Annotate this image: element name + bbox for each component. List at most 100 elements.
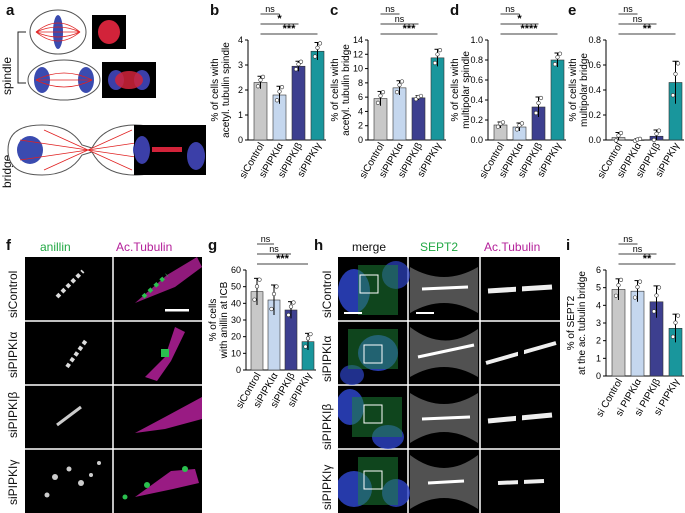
y-tick-label: 2 (358, 121, 363, 131)
significance-label: *** (283, 23, 297, 35)
significance-label: ns (633, 14, 643, 24)
replicate-point (654, 131, 659, 136)
replicate-point (315, 45, 320, 50)
replicate-point (255, 84, 261, 89)
panel-letter-h: h (314, 237, 324, 254)
replicate-point (519, 121, 525, 126)
bar (630, 290, 645, 377)
y-axis-label: % of cells (208, 299, 219, 342)
replicate-point (399, 79, 405, 84)
significance-label: ns (623, 236, 633, 244)
y-axis-label: acetyl. tubulin spindle (221, 42, 232, 138)
y-tick-label: 0 (358, 135, 363, 145)
replicate-point (656, 285, 662, 290)
y-tick-label: 0 (596, 371, 601, 381)
panel-letter-g: g (208, 237, 218, 254)
replicate-point (303, 344, 308, 349)
y-axis-label: multipolar spindle (461, 51, 472, 129)
replicate-point (437, 48, 443, 53)
replicate-point (279, 85, 285, 90)
replicate-point (533, 110, 539, 116)
y-axis-label: multipolar bridge (579, 53, 590, 127)
chart-c: 0 2 4 6 8 10 12 14 % of cells with acetyl. tubuli… (330, 4, 446, 181)
y-tick-label: 0.0 (588, 135, 601, 145)
significance-label: ns (261, 236, 271, 244)
replicate-point (375, 100, 381, 105)
y-tick-label: 0.4 (588, 85, 601, 95)
replicate-point (616, 283, 621, 288)
panel-letter-f: f (6, 237, 11, 254)
y-tick-label: 0.6 (588, 60, 601, 70)
replicate-point (651, 309, 657, 314)
chart-i: 0 1 2 3 4 5 6 % of SEPT2 at the ac. tubulin brid… (566, 236, 684, 419)
replicate-point (378, 93, 383, 98)
replicate-point (632, 295, 638, 300)
significance-label: *** (276, 253, 290, 265)
bar (392, 87, 407, 141)
replicate-point (654, 293, 659, 298)
replicate-point (555, 55, 560, 60)
chart-e: 0.0 0.2 0.4 0.6 0.8 % of cells with multipolar… (568, 4, 684, 181)
replicate-point (286, 312, 291, 318)
y-tick-label: 0.0 (470, 135, 483, 145)
replicate-point (254, 284, 260, 289)
replicate-point (380, 90, 386, 95)
panel-letter-e: e (568, 2, 577, 19)
f-header-tubulin: Ac.Tubulin (116, 240, 173, 254)
significance-label: **** (520, 23, 538, 35)
y-tick-label: 0 (236, 365, 241, 375)
replicate-point (675, 61, 681, 66)
replicate-point (613, 293, 619, 298)
panel-a-schematic (7, 9, 206, 176)
replicate-point (271, 291, 277, 297)
y-tick-label: 5 (596, 283, 601, 293)
replicate-point (616, 133, 621, 138)
y-tick-label: 20 (231, 332, 241, 342)
h-row-label-0: siControl (320, 270, 334, 318)
replicate-point (298, 59, 304, 64)
bar (430, 57, 445, 141)
replicate-point (500, 120, 506, 125)
significance-label: ns (633, 244, 643, 254)
y-tick-label: 4 (596, 300, 601, 310)
f-row-label-3: siPIPKIγ (6, 459, 20, 505)
replicate-point (394, 90, 400, 95)
replicate-point (291, 300, 296, 305)
y-tick-label: 40 (231, 298, 241, 308)
y-tick-label: 0 (238, 135, 243, 145)
y-tick-label: 10 (231, 348, 241, 358)
y-tick-label: 50 (231, 282, 241, 292)
bar (291, 65, 306, 141)
h-header-tubulin: Ac.Tubulin (484, 240, 541, 254)
replicate-point (651, 137, 657, 143)
replicate-point (536, 100, 541, 106)
h-row-label-2: siPIPKIβ (320, 403, 334, 450)
f-header-anillin: anillin (40, 240, 71, 254)
h-row-label-1: siPIPKIα (320, 335, 334, 382)
significance-label: ns (265, 4, 275, 14)
replicate-point (288, 304, 294, 309)
replicate-point (258, 77, 263, 83)
y-tick-label: 0.2 (470, 115, 483, 125)
y-tick-label: 10 (353, 64, 363, 74)
significance-label: ** (643, 253, 652, 265)
significance-label: ** (643, 23, 652, 35)
replicate-point (317, 41, 323, 46)
y-tick-label: 0.4 (470, 95, 483, 105)
y-tick-label: 0.8 (588, 35, 601, 45)
y-axis-label: % of cells with (568, 58, 579, 121)
bar (611, 289, 626, 377)
replicate-point (260, 74, 266, 79)
replicate-point (538, 95, 544, 101)
y-tick-label: 0.2 (588, 110, 601, 120)
replicate-point (637, 279, 643, 284)
y-tick-label: 1.0 (470, 35, 483, 45)
f-row-label-0: siControl (6, 270, 20, 318)
y-axis-label: % of cells with (210, 58, 221, 121)
y-tick-label: 6 (358, 92, 363, 102)
panel-h-micrographs (338, 257, 560, 513)
bar (253, 82, 268, 141)
bar (411, 97, 426, 141)
replicate-point (618, 277, 624, 282)
replicate-point (274, 284, 279, 289)
